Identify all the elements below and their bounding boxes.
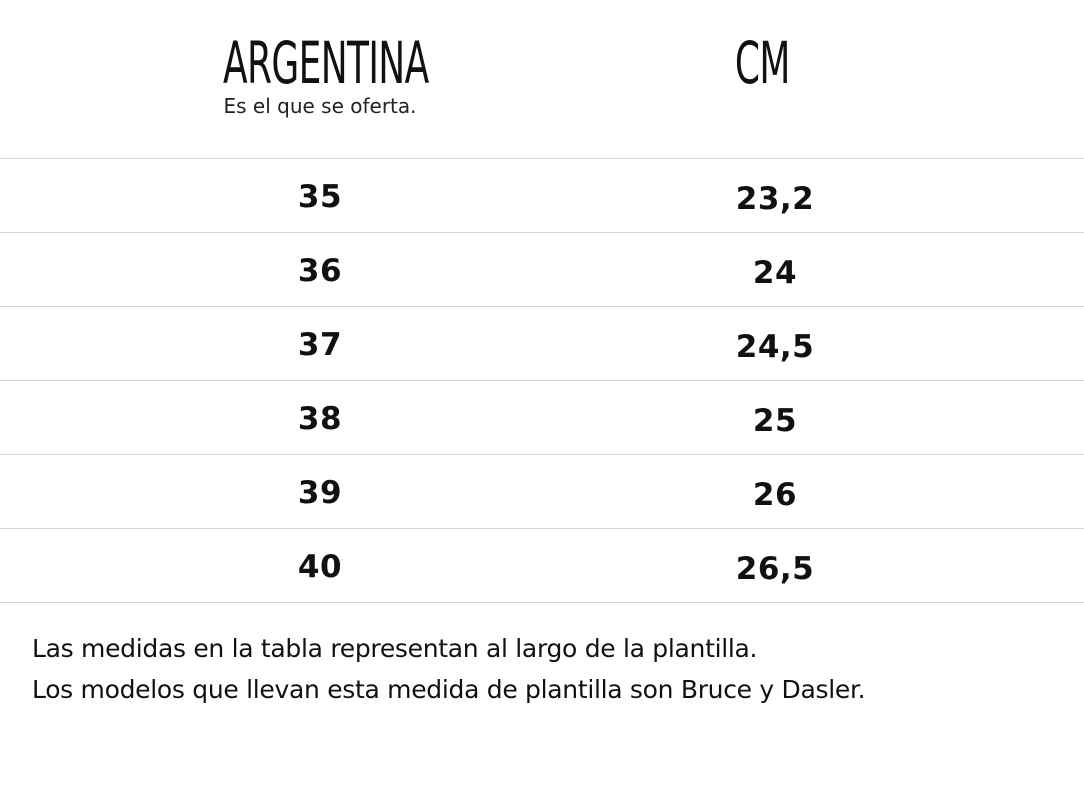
size-column-header: ARGENTINA Es el que se oferta. <box>160 28 480 118</box>
size-cell: 39 <box>297 475 343 511</box>
table-row: 39 26 <box>0 454 1084 528</box>
cm-column-title: CM <box>734 29 791 97</box>
size-table: 35 23,2 36 24 37 24,5 38 25 39 26 40 26,… <box>0 158 1084 603</box>
notes: Las medidas en la tabla representan al l… <box>32 628 866 710</box>
cm-cell: 24,5 <box>735 329 815 365</box>
table-row: 40 26,5 <box>0 528 1084 603</box>
size-cell: 35 <box>297 179 343 215</box>
size-cell: 37 <box>297 327 343 363</box>
cm-cell: 26 <box>752 477 798 513</box>
table-row: 36 24 <box>0 232 1084 306</box>
size-column-subtitle: Es el que se oferta. <box>223 94 417 118</box>
cm-column-header: CM <box>612 28 912 98</box>
cm-cell: 26,5 <box>735 551 815 587</box>
cm-cell: 24 <box>752 255 798 291</box>
size-cell: 38 <box>297 401 343 437</box>
table-row: 35 23,2 <box>0 158 1084 232</box>
note-line: Las medidas en la tabla representan al l… <box>32 634 758 663</box>
cm-cell: 23,2 <box>735 181 815 217</box>
table-row: 37 24,5 <box>0 306 1084 380</box>
note-line: Los modelos que llevan esta medida de pl… <box>32 675 866 704</box>
table-row: 38 25 <box>0 380 1084 454</box>
size-column-title: ARGENTINA <box>222 29 429 97</box>
size-cell: 36 <box>297 253 343 289</box>
size-cell: 40 <box>297 549 343 585</box>
cm-cell: 25 <box>752 403 798 439</box>
